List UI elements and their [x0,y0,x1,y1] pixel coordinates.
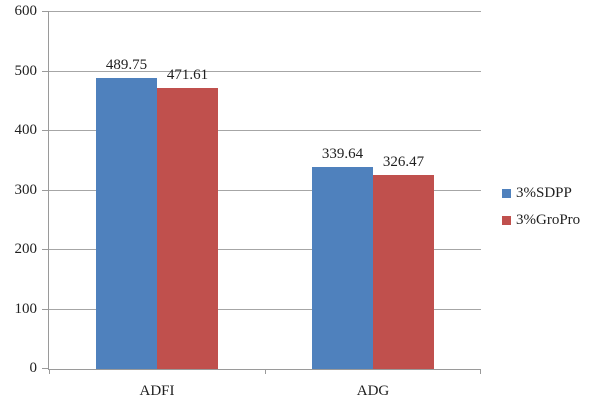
legend-item: 3%GroPro [502,211,580,229]
y-axis-tick [42,130,49,131]
legend-swatch-icon [502,188,511,198]
y-axis-tick [42,308,49,310]
legend-item: 3%SDPP [502,184,580,202]
bar-data-label: 339.64 [321,145,364,162]
y-axis-tick-label: 500 [14,62,38,79]
y-axis-tick-label: 0 [29,360,38,376]
x-axis-category-label: ADG [356,383,390,399]
y-axis-tick-label: 200 [14,241,38,257]
gridline [49,249,481,250]
bar-ADFI-3%SDPP [96,77,157,369]
gridline [49,189,481,191]
y-axis-tick [42,189,49,191]
x-axis-category-label: ADFI [139,383,175,399]
bar-ADFI-3%GroPro [157,88,218,369]
y-axis-tick [42,368,49,369]
chart-legend: 3%SDPP 3%GroPro [502,184,580,238]
y-axis-tick-label: 300 [14,181,38,198]
bar-ADG-3%GroPro [373,174,434,369]
bar-data-label: 471.61 [166,67,209,84]
legend-swatch-icon [502,215,511,225]
plot-area: 0 100 200 300 400 500 600 ADFI ADG 489.75 471.61 33… [15,3,481,399]
y-axis-tick [42,11,49,12]
legend-label: 3%GroPro [516,212,581,228]
bar-data-label: 489.75 [105,56,148,73]
y-axis-tick-label: 600 [14,3,38,19]
legend-label: 3%SDPP [516,185,572,201]
bar-ADG-3%SDPP [312,166,373,369]
y-axis-tick-label: 400 [14,122,38,138]
x-axis-tick [49,369,50,374]
x-axis-tick [265,369,266,374]
y-axis-tick-label: 100 [14,300,38,317]
bar-data-label: 326.47 [382,153,425,170]
y-axis-tick [42,249,49,250]
x-axis-tick [480,369,481,374]
gridline [49,70,481,72]
gridline [49,11,481,12]
gridline [49,308,481,310]
y-axis-tick [42,70,49,72]
gridline [49,130,481,131]
